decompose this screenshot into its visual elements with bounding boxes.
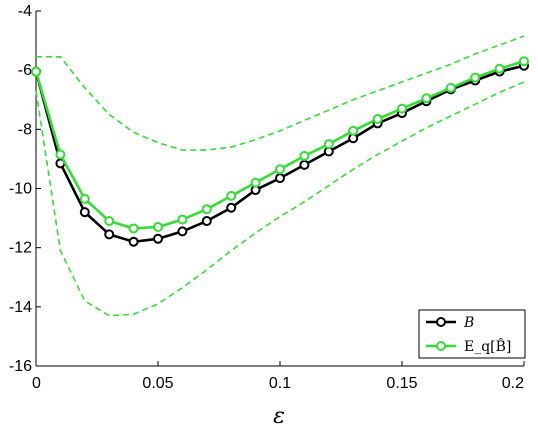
legend-marker-eq xyxy=(436,341,446,351)
legend-label-eq: E_q[B̂] xyxy=(464,337,511,355)
data-point xyxy=(519,56,529,67)
data-point xyxy=(494,63,505,74)
confidence-band-line xyxy=(36,35,525,151)
y-tick-label: -4 xyxy=(18,3,32,20)
legend: B E_q[B̂] xyxy=(418,309,526,359)
x-tick-label: 0.05 xyxy=(142,375,173,392)
x-tick-label: 0 xyxy=(32,375,41,392)
data-point xyxy=(177,214,188,225)
data-point xyxy=(104,216,115,227)
data-point xyxy=(153,233,163,244)
data-point xyxy=(226,190,237,201)
data-point xyxy=(153,221,163,232)
data-point xyxy=(201,216,212,227)
data-point xyxy=(79,193,90,204)
data-point xyxy=(397,103,407,114)
data-point xyxy=(445,82,456,93)
y-tick-label: -8 xyxy=(18,121,32,138)
data-point xyxy=(79,207,90,218)
data-point xyxy=(470,72,481,83)
y-tick-label: -12 xyxy=(9,240,32,257)
y-tick-label: -10 xyxy=(9,181,32,198)
data-point xyxy=(226,202,237,213)
confidence-band-line xyxy=(35,81,525,317)
x-tick-label: 0.15 xyxy=(386,375,417,392)
data-point xyxy=(201,204,212,215)
data-point xyxy=(299,159,310,170)
data-point xyxy=(323,139,334,150)
data-point xyxy=(275,173,285,184)
y-tick-label: -6 xyxy=(18,62,32,79)
legend-label-b: B xyxy=(463,315,474,331)
data-point xyxy=(250,177,261,188)
data-point xyxy=(177,226,188,237)
x-tick-label: 0.2 xyxy=(502,375,524,392)
data-point xyxy=(275,164,285,175)
data-point xyxy=(348,125,359,136)
series-layer xyxy=(31,35,529,317)
data-point xyxy=(299,150,310,161)
data-point xyxy=(128,223,139,234)
data-point xyxy=(55,149,66,160)
legend-box xyxy=(418,309,526,359)
y-tick-label: -16 xyxy=(9,358,32,375)
data-point xyxy=(128,236,139,247)
data-point xyxy=(31,66,41,77)
data-point xyxy=(372,113,383,124)
x-axis-label: ε xyxy=(273,404,285,429)
legend-marker-b xyxy=(436,317,446,327)
data-point xyxy=(421,93,432,104)
axes: -16 -14 -12 -10 -8 -6 -4 0 0.05 0.1 0.15 0.2 xyxy=(9,3,525,392)
y-tick-label: -14 xyxy=(9,299,32,316)
x-tick-label: 0.1 xyxy=(269,375,291,392)
data-point xyxy=(104,229,115,240)
